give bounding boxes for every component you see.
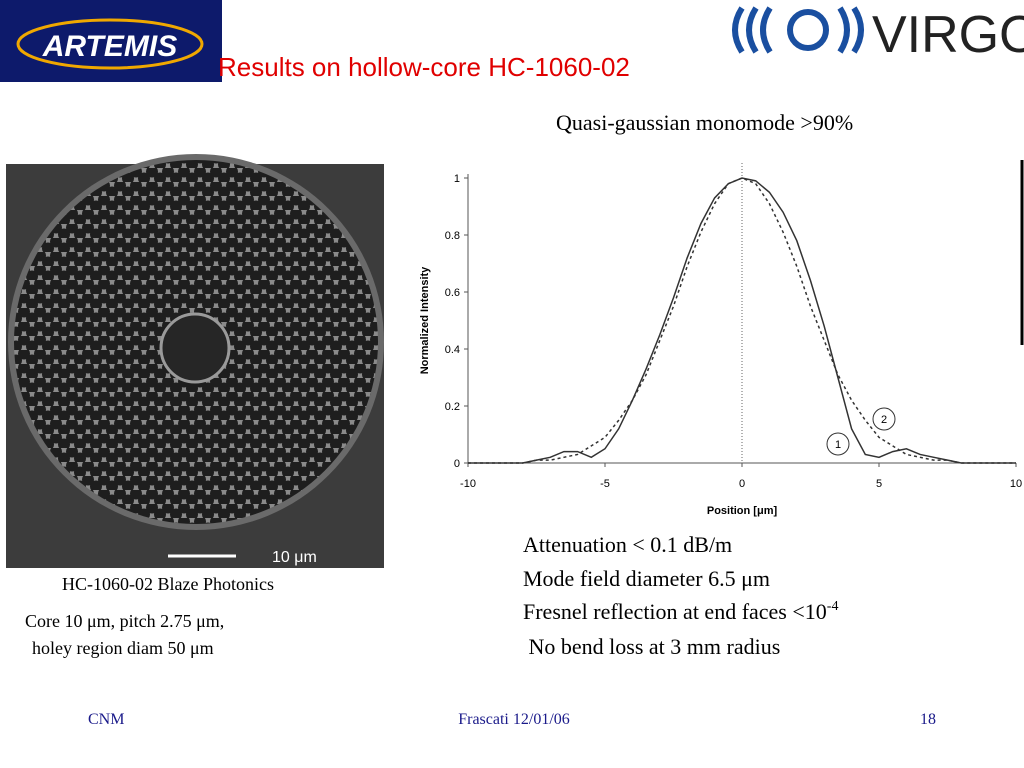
y-tick-label: 0.4 xyxy=(445,344,460,356)
y-tick-label: 0.6 xyxy=(445,287,460,299)
spec: Mode field diameter 6.5 μm xyxy=(523,566,770,591)
details: Core 10 μm, pitch 2.75 μm, xyxy=(25,611,224,631)
series-label: 1 xyxy=(835,439,841,451)
logo-ring xyxy=(16,18,204,70)
y-tick-label: 0.8 xyxy=(445,230,460,242)
chart: 0 0.2 0.4 0.6 0.8 1 -10 -5 0 5 10 Position [μm] Norm… xyxy=(419,163,1022,517)
series-line xyxy=(468,177,1016,464)
x-tick-label: 10 xyxy=(1010,478,1022,490)
slide-title: Results on hollow-core HC-1060-02 xyxy=(218,52,630,82)
spec: Attenuation < 0.1 dB/m xyxy=(523,532,732,557)
y-tick-label: 0 xyxy=(454,458,460,470)
series-tag xyxy=(872,407,896,431)
x-tick-label: -5 xyxy=(600,478,610,490)
fiber-core xyxy=(159,312,231,384)
spec: Fresnel reflection at end faces <10-4 xyxy=(523,599,838,624)
details: holey region diam 50 μm xyxy=(32,638,214,658)
footer-left: CNM xyxy=(88,711,124,728)
series-tag xyxy=(826,432,850,456)
logo-right-waves xyxy=(732,6,864,54)
x-tick-label: 0 xyxy=(739,478,745,490)
y-tick-label: 1 xyxy=(454,173,460,185)
footer-page: 18 xyxy=(920,711,936,728)
spec-superscript: -4 xyxy=(827,599,839,614)
x-tick-label: 5 xyxy=(876,478,882,490)
x-tick-label: -10 xyxy=(460,478,476,490)
subtitle: Quasi-gaussian monomode >90% xyxy=(556,110,853,135)
series-label: 2 xyxy=(881,414,887,426)
footer-center: Frascati 12/01/06 xyxy=(458,711,570,728)
series-line xyxy=(468,177,1016,464)
scale-label: 10 μm xyxy=(272,549,317,566)
spec: No bend loss at 3 mm radius xyxy=(523,634,780,659)
logo-left: ARTEMIS xyxy=(42,30,177,63)
x-axis-label: Position [μm] xyxy=(707,505,778,517)
logo-right: VIRGO xyxy=(872,6,1024,64)
caption: HC-1060-02 Blaze Photonics xyxy=(62,574,274,594)
y-tick-label: 0.2 xyxy=(445,401,460,413)
y-axis-label: Normalized Intensity xyxy=(419,266,431,374)
spec-text: Fresnel reflection at end faces <10 xyxy=(523,599,827,624)
